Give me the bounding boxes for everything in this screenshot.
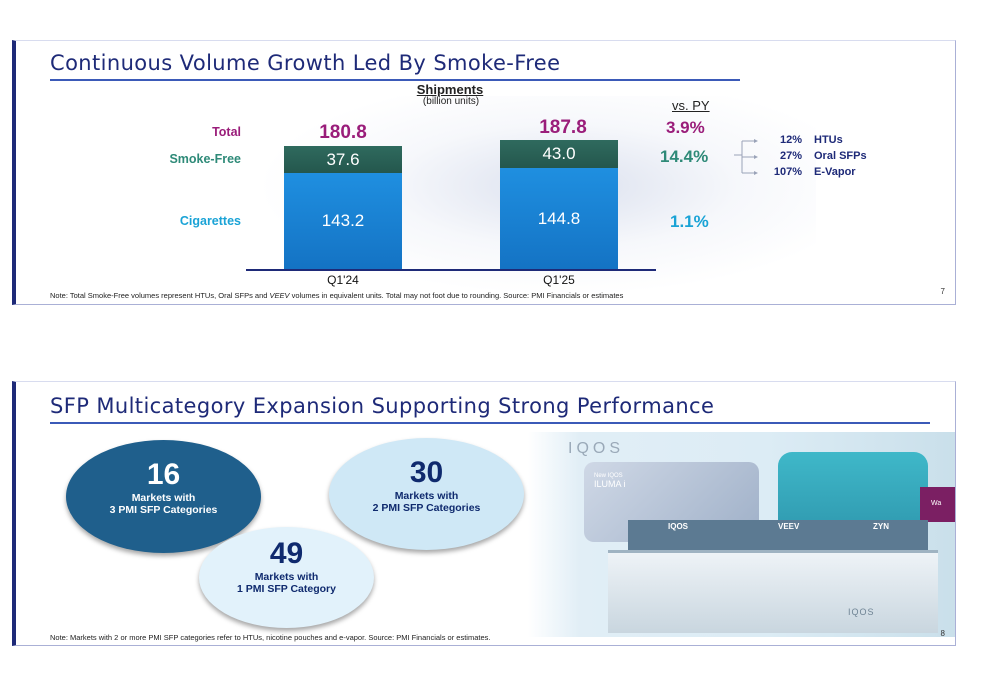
stat-circle-2-categories: 30 Markets with 2 PMI SFP Categories	[329, 438, 524, 550]
breakdown-oral-sfps: 27% Oral SFPs	[756, 150, 867, 162]
page-number: 7	[940, 287, 945, 296]
total-value-q1-25: 187.8	[539, 117, 587, 138]
vs-py-cigarettes: 1.1%	[670, 212, 709, 231]
row-label-cigarettes: Cigarettes	[179, 214, 241, 228]
promo-text: New IQOS ILUMA i	[594, 472, 626, 490]
title-underline	[50, 422, 930, 424]
breakdown-value: 107%	[773, 166, 802, 178]
bar-label-smoke-free-q1-25: 43.0	[542, 144, 576, 163]
slide-title: SFP Multicategory Expansion Supporting S…	[50, 394, 715, 418]
slide-sfp-expansion: SFP Multicategory Expansion Supporting S…	[12, 381, 956, 646]
stat-number: 16	[146, 458, 181, 491]
bar-cigarettes-q1-24: 143.2	[284, 173, 402, 269]
display-screen	[920, 487, 955, 522]
store-photo: IQOS New IQOS ILUMA i Wa IQOS VEEV ZYN I…	[528, 432, 955, 637]
counter-display: IQOS VEEV ZYN	[628, 520, 928, 550]
footnote: Note: Total Smoke-Free volumes represent…	[50, 291, 623, 300]
breakdown-label: E-Vapor	[814, 166, 856, 178]
total-value-q1-24: 180.8	[319, 122, 367, 143]
breakdown-value: 12%	[779, 134, 802, 146]
x-tick-label-q1-25: Q1'25	[543, 273, 575, 287]
row-label-smoke-free: Smoke-Free	[169, 152, 241, 166]
promo-line-1: New IQOS	[594, 473, 623, 479]
title-underline	[50, 79, 740, 81]
bar-label-cigarettes-q1-25: 144.8	[537, 208, 581, 228]
breakdown-value: 27%	[779, 150, 802, 162]
breakdown-label: HTUs	[814, 134, 843, 146]
footnote-part: volumes in equivalent units. Total may n…	[289, 291, 624, 300]
footnote-brand: VEEV	[269, 291, 290, 300]
slide-volume-growth: Continuous Volume Growth Led By Smoke-Fr…	[12, 40, 956, 305]
counter-brand-veev: VEEV	[778, 522, 800, 531]
counter-brand-zyn: ZYN	[873, 522, 889, 531]
breakdown-e-vapor: 107% E-Vapor	[756, 166, 856, 178]
stat-line-1: Markets with	[254, 571, 319, 583]
stat-circle-1-category: 49 Markets with 1 PMI SFP Category	[199, 527, 374, 628]
x-axis-line	[246, 269, 656, 271]
counter-brand-iqos: IQOS	[668, 522, 689, 531]
cabinet-logo: IQOS	[848, 607, 875, 617]
stat-line-2: 2 PMI SFP Categories	[372, 502, 481, 514]
footnote-part: Note: Total Smoke-Free volumes represent…	[50, 291, 270, 300]
chart-title: Shipments	[416, 82, 484, 97]
bar-smoke-free-q1-24: 37.6	[284, 146, 402, 173]
vs-py-total: 3.9%	[666, 118, 705, 137]
slide-title: Continuous Volume Growth Led By Smoke-Fr…	[50, 51, 561, 75]
counter-cabinet: IQOS	[608, 550, 938, 633]
row-label-total: Total	[212, 125, 241, 139]
vs-py-smoke-free: 14.4%	[660, 147, 709, 166]
bar-label-cigarettes-q1-24: 143.2	[321, 211, 365, 230]
breakdown-bracket-icon	[734, 139, 758, 175]
stat-number: 30	[409, 456, 444, 489]
stat-line-1: Markets with	[131, 492, 196, 504]
stat-line-2: 3 PMI SFP Categories	[109, 504, 218, 516]
breakdown-label: Oral SFPs	[814, 150, 867, 162]
footnote: Note: Markets with 2 or more PMI SFP cat…	[50, 633, 491, 642]
breakdown-htus: 12% HTUs	[756, 134, 843, 146]
bar-cigarettes-q1-25: 144.8	[500, 168, 618, 269]
page-number: 8	[940, 629, 945, 638]
promo-line-2: ILUMA i	[594, 479, 626, 489]
x-tick-label-q1-24: Q1'24	[327, 273, 359, 287]
stat-number: 49	[269, 537, 304, 570]
chart-unit: (billion units)	[422, 96, 480, 107]
stat-circle-3-categories: 16 Markets with 3 PMI SFP Categories	[66, 440, 261, 553]
bar-label-smoke-free-q1-24: 37.6	[326, 149, 360, 169]
stat-line-2: 1 PMI SFP Category	[236, 583, 336, 595]
screen-text: Wa	[931, 500, 942, 507]
store-logo: IQOS	[568, 440, 625, 457]
vs-py-header: vs. PY	[672, 98, 710, 113]
stat-line-1: Markets with	[394, 490, 459, 502]
bar-smoke-free-q1-25: 43.0	[500, 140, 618, 168]
